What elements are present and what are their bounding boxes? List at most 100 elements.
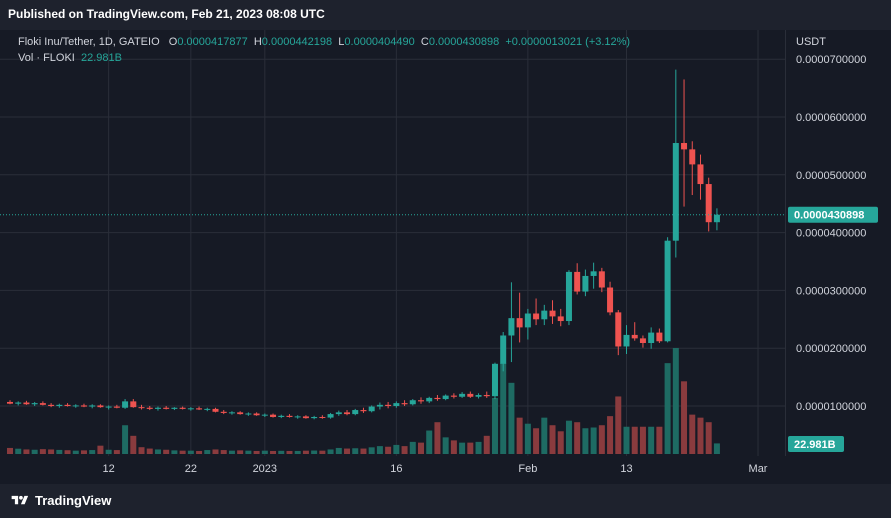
volume-bar: [154, 449, 161, 454]
candle-body: [253, 413, 260, 416]
volume-bar: [80, 450, 87, 454]
candle-body: [689, 149, 696, 165]
volume-bar: [483, 435, 490, 454]
volume-bar: [302, 450, 309, 454]
volume-bar: [541, 417, 548, 454]
candle-body: [261, 414, 268, 416]
candle-body: [228, 412, 235, 414]
volume-bar: [187, 450, 194, 454]
volume-label: Vol · FLOKI: [18, 52, 75, 64]
tradingview-logo[interactable]: TradingView: [10, 493, 111, 508]
volume-bar: [681, 381, 688, 454]
candle-body: [631, 334, 638, 339]
volume-bar: [615, 396, 622, 454]
candlestick-chart[interactable]: 0.0000100000 0.0000200000 0.0000300000 0.00…: [0, 30, 891, 456]
candle-body: [89, 405, 96, 407]
volume-bar: [294, 450, 301, 454]
candle-body: [270, 414, 277, 417]
volume-bar: [64, 450, 71, 454]
candle-body: [80, 405, 87, 407]
candle-body: [582, 275, 589, 292]
change-value: +0.0000013021 (+3.12%): [505, 36, 631, 48]
candle-body: [237, 412, 244, 415]
candle-body: [656, 332, 663, 342]
candle-body: [590, 271, 597, 276]
candle-body: [664, 240, 671, 342]
price-tick-label: 0.0000100000: [796, 401, 866, 413]
price-tick-label: 0.0000400000: [796, 228, 866, 240]
candle-body: [72, 405, 79, 407]
volume-bar: [253, 450, 260, 454]
time-axis-strip: [0, 456, 891, 484]
volume-bar: [311, 450, 318, 454]
volume-legend: Vol · FLOKI 22.981B: [18, 52, 122, 64]
candle-body: [39, 403, 46, 405]
price-tick-label: 0.0000600000: [796, 112, 866, 124]
volume-bar: [508, 382, 515, 454]
published-text: Published on TradingView.com, Feb 21, 20…: [8, 7, 325, 21]
candle-body: [516, 318, 523, 328]
candle-body: [278, 415, 285, 417]
volume-bar: [335, 447, 342, 454]
volume-bar: [557, 431, 564, 454]
volume-bar: [212, 449, 219, 454]
volume-bar: [689, 414, 696, 454]
volume-bar: [196, 450, 203, 454]
candle-body: [360, 410, 367, 412]
time-tick-label: Mar: [749, 463, 768, 475]
last-volume-badge: [788, 436, 844, 452]
volume-bar: [163, 449, 170, 454]
volume-bar: [56, 449, 63, 454]
candle-body: [245, 413, 252, 415]
candle-body: [48, 404, 55, 406]
volume-bar: [368, 447, 375, 454]
candle-body: [615, 312, 622, 347]
volume-bar: [631, 426, 638, 454]
candle-body: [598, 271, 605, 288]
volume-bar: [574, 422, 581, 454]
volume-bar: [672, 348, 679, 454]
candle-body: [196, 408, 203, 410]
volume-bar: [286, 450, 293, 454]
volume-bar: [270, 450, 277, 454]
candle-body: [574, 271, 581, 292]
volume-bar: [327, 449, 334, 454]
volume-bar: [500, 363, 507, 454]
candle-body: [212, 408, 219, 412]
time-tick-label: Feb: [518, 463, 537, 475]
candle-body: [179, 407, 186, 409]
candle-body: [352, 410, 359, 415]
chart-area[interactable]: 0.0000100000 0.0000200000 0.0000300000 0.00…: [0, 30, 891, 456]
volume-bar: [623, 426, 630, 454]
candle-body: [491, 363, 498, 397]
volume-bar: [344, 448, 351, 454]
time-tick-label: 16: [390, 463, 402, 475]
candle-body: [623, 334, 630, 347]
price-tick-label: 0.0000500000: [796, 170, 866, 182]
volume-bar: [97, 445, 104, 454]
volume-bar: [237, 450, 244, 454]
candle-body: [204, 408, 211, 410]
high-label: H: [253, 36, 262, 48]
volume-bar: [393, 444, 400, 454]
volume-bar: [89, 450, 96, 454]
volume-bar: [39, 449, 46, 454]
candle-body: [286, 415, 293, 417]
high-value: 0.0000442198: [261, 36, 333, 48]
tradingview-brand: TradingView: [35, 493, 112, 508]
volume-bar: [705, 422, 712, 454]
volume-bar: [204, 450, 211, 454]
candle-body: [97, 405, 104, 408]
candle-body: [459, 393, 466, 397]
price-tick-label: 0.0000200000: [796, 343, 866, 355]
price-tick-label: 0.0000700000: [796, 54, 866, 66]
volume-bar: [533, 428, 540, 454]
volume-bar: [7, 447, 13, 454]
volume-bar: [15, 448, 22, 454]
volume-bar: [401, 446, 408, 454]
volume-bar: [450, 440, 457, 454]
low-value: 0.0000404490: [344, 36, 415, 48]
open-value: 0.0000417877: [177, 36, 248, 48]
candle-body: [442, 395, 449, 400]
candle-body: [138, 407, 145, 409]
